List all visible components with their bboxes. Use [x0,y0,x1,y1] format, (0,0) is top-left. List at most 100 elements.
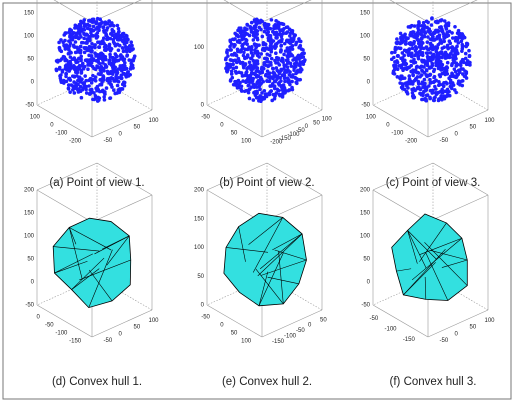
point [428,77,432,82]
point [240,46,245,51]
point [255,61,260,66]
point [398,41,403,46]
point [64,79,69,84]
point [115,23,120,28]
point [239,87,243,92]
point [123,73,128,77]
point [428,95,432,100]
point [93,78,98,83]
point [103,22,107,26]
x-tick-label: -200 [69,139,82,145]
point [285,38,289,43]
point [233,31,237,36]
point [79,54,84,59]
point [242,89,247,94]
point [58,74,62,78]
point [408,33,413,38]
point [228,48,233,52]
hull-edge [248,217,283,245]
point [255,29,260,33]
point [423,62,428,66]
point [85,41,89,45]
point [421,46,426,51]
hull-edge [267,276,299,285]
point [71,88,75,92]
point [89,54,94,58]
point [116,58,121,63]
point [287,49,292,53]
point [454,56,458,61]
point [456,41,461,45]
point [235,79,239,84]
point [467,48,471,53]
z-tick-label: 100 [194,45,205,51]
point [444,80,448,85]
point [128,46,133,51]
z-tick-label: 50 [197,274,204,280]
point [443,89,447,94]
point [101,75,105,80]
point [395,37,399,41]
point [416,28,421,32]
box-edge [389,0,429,23]
point [233,83,238,87]
point [96,87,101,92]
point [282,67,286,71]
point [83,58,88,63]
point [252,19,257,23]
point [253,90,257,94]
x-tick-label: 50 [231,131,238,137]
y-tick-label: -100 [287,132,300,138]
point [265,32,270,37]
point [271,76,275,81]
z-tick-label: -50 [25,103,34,109]
point [237,38,241,43]
hull-edge [94,235,130,255]
point [66,44,71,49]
y-tick-label: 50 [470,125,477,131]
point [69,28,74,33]
point [282,41,287,46]
point [410,69,415,74]
point [82,81,87,85]
point [114,74,118,79]
y-tick-label: -200 [270,140,283,146]
hull-face [391,213,468,301]
point [432,37,437,42]
point [433,95,437,99]
point [463,51,468,56]
point [288,41,293,46]
point [288,34,292,38]
y-tick-label: 0 [455,131,459,137]
point [54,68,59,73]
point [407,81,412,86]
point [76,24,80,29]
point [124,37,129,42]
point [82,18,87,22]
point [265,57,270,61]
point [406,25,411,29]
point [101,58,105,63]
point [249,30,254,34]
point [458,68,462,73]
point [283,79,287,84]
point [102,69,106,73]
y-tick-label: 100 [149,118,160,124]
point [425,54,430,59]
point [89,45,94,50]
point [420,59,424,63]
box-edge [261,109,323,138]
point [415,75,420,79]
point [248,26,253,30]
point [84,32,89,37]
caption: (f) Convex hull 3. [390,376,477,388]
point [241,35,246,40]
point [299,68,304,72]
point [438,59,442,64]
point [233,69,238,74]
hull-edge [278,250,284,304]
point [78,48,83,53]
point [300,51,305,56]
point [89,31,93,35]
